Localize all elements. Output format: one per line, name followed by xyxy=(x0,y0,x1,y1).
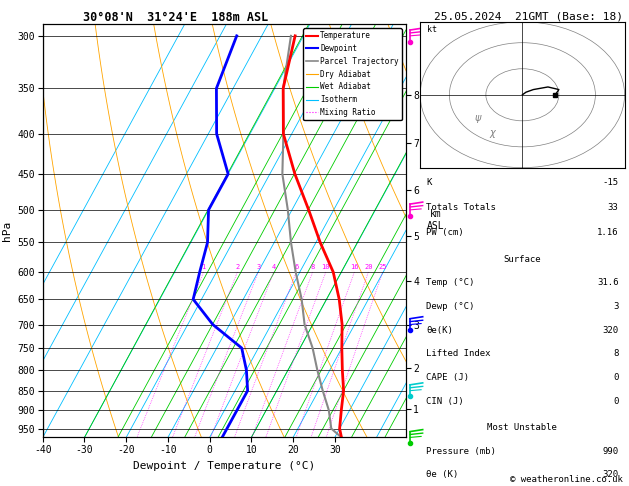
Text: θe(K): θe(K) xyxy=(426,326,453,335)
Text: 8: 8 xyxy=(613,349,618,358)
Text: 10: 10 xyxy=(321,264,330,270)
Text: 320: 320 xyxy=(603,326,618,335)
Text: $\chi$: $\chi$ xyxy=(489,128,498,140)
Text: Totals Totals: Totals Totals xyxy=(426,203,496,212)
Text: 1.16: 1.16 xyxy=(597,228,618,237)
Text: 25.05.2024  21GMT (Base: 18): 25.05.2024 21GMT (Base: 18) xyxy=(434,11,623,21)
Text: 320: 320 xyxy=(603,470,618,479)
Text: kt: kt xyxy=(428,25,438,35)
Y-axis label: km
ASL: km ASL xyxy=(427,209,445,231)
Text: 990: 990 xyxy=(603,447,618,456)
Text: Pressure (mb): Pressure (mb) xyxy=(426,447,496,456)
Text: 30°08'N  31°24'E  188m ASL: 30°08'N 31°24'E 188m ASL xyxy=(84,11,269,24)
Y-axis label: hPa: hPa xyxy=(2,221,12,241)
Text: 4: 4 xyxy=(272,264,276,270)
Text: $\psi$: $\psi$ xyxy=(474,113,483,125)
Text: Dewp (°C): Dewp (°C) xyxy=(426,302,475,311)
Text: CIN (J): CIN (J) xyxy=(426,397,464,406)
Text: Lifted Index: Lifted Index xyxy=(426,349,491,358)
Text: 1: 1 xyxy=(201,264,206,270)
Legend: Temperature, Dewpoint, Parcel Trajectory, Dry Adiabat, Wet Adiabat, Isotherm, Mi: Temperature, Dewpoint, Parcel Trajectory… xyxy=(303,28,402,120)
Text: Surface: Surface xyxy=(504,255,541,264)
Text: 3: 3 xyxy=(613,302,618,311)
Text: CAPE (J): CAPE (J) xyxy=(426,373,469,382)
X-axis label: Dewpoint / Temperature (°C): Dewpoint / Temperature (°C) xyxy=(133,461,315,470)
Text: © weatheronline.co.uk: © weatheronline.co.uk xyxy=(510,474,623,484)
Text: 8: 8 xyxy=(311,264,314,270)
Text: 25: 25 xyxy=(379,264,387,270)
Text: 3: 3 xyxy=(256,264,260,270)
Text: 0: 0 xyxy=(613,373,618,382)
Text: 2: 2 xyxy=(235,264,240,270)
Text: 16: 16 xyxy=(350,264,359,270)
Text: 6: 6 xyxy=(294,264,298,270)
Text: -15: -15 xyxy=(603,178,618,187)
Text: 33: 33 xyxy=(608,203,618,212)
Text: θe (K): θe (K) xyxy=(426,470,459,479)
Text: Temp (°C): Temp (°C) xyxy=(426,278,475,287)
Text: 0: 0 xyxy=(613,397,618,406)
Text: K: K xyxy=(426,178,431,187)
Text: 20: 20 xyxy=(364,264,373,270)
Text: Most Unstable: Most Unstable xyxy=(487,423,557,432)
Text: PW (cm): PW (cm) xyxy=(426,228,464,237)
Text: 31.6: 31.6 xyxy=(597,278,618,287)
